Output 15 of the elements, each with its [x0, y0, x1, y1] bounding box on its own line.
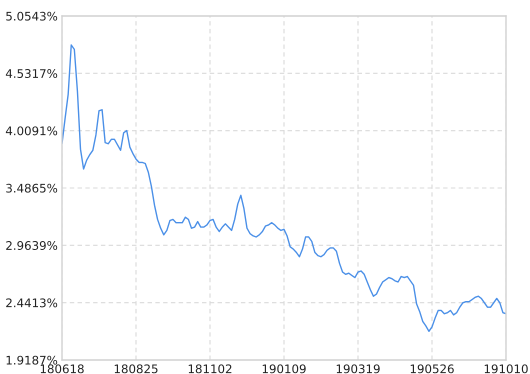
line-series [62, 44, 506, 332]
x-tick-label: 191010 [484, 364, 528, 374]
x-tick-label: 180618 [40, 364, 84, 374]
y-tick-label: 4.0091% [6, 126, 58, 136]
x-tick-label: 180825 [114, 364, 158, 374]
y-tick-label: 1.9187% [6, 356, 58, 365]
x-tick-label: 190319 [336, 364, 380, 374]
y-tick-label: 4.5317% [6, 69, 58, 78]
y-tick-label: 5.0543% [6, 12, 58, 21]
y-tick-label: 3.4865% [6, 184, 58, 193]
y-tick-label: 2.4413% [6, 298, 58, 308]
x-tick-label: 181102 [188, 364, 232, 374]
x-tick-label: 190109 [262, 364, 306, 374]
y-tick-label: 2.9639% [6, 241, 58, 250]
x-tick-label: 190526 [410, 364, 454, 374]
